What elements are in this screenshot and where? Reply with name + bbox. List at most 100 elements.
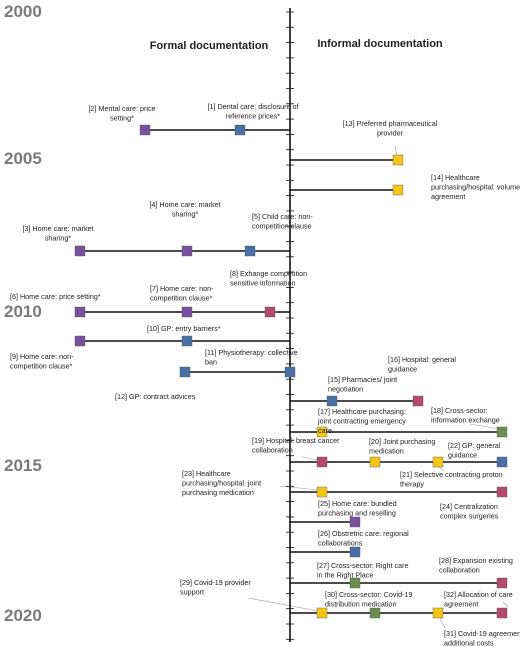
event-label-line: [27] Cross-sector: Right care [317, 561, 408, 570]
event-label-7: [7] Home care: non-competition clause* [150, 284, 214, 303]
event-label-line: guidance [448, 451, 477, 460]
event-label-line: [26] Obstretric care: regional [318, 529, 409, 538]
event-label-10: [10] GP: entry barriers* [147, 324, 221, 333]
event-label-28: [28] Expansion existing collaboration [439, 556, 513, 575]
event-label-line: purchasing/hospital: joint [182, 479, 261, 488]
marker-12 [179, 366, 191, 378]
event-label-line: additional costs [444, 639, 494, 647]
event-label-19: [19] Hospital: breast cancer collaboratio… [252, 436, 340, 455]
marker-5 [244, 245, 256, 257]
event-label-5: [5] Child care: non-competition clause [252, 212, 313, 231]
event-label-1: [1] Dental care: disclosure of reference … [207, 102, 298, 121]
event-label-line: [13] Preferred pharmaceutical [343, 119, 438, 128]
event-label-line: [24] Centralization [440, 502, 498, 511]
event-label-line: collaborations [318, 539, 363, 548]
header-formal: Formal documentation [150, 40, 269, 52]
event-label-line: [2] Mental care: price [88, 104, 155, 113]
event-label-6: [6] Home care: price setting* [10, 292, 101, 301]
event-label-22: [22] GP: general guidance [448, 441, 501, 460]
event-label-15: [15] Pharmacies/ joint negotiation [328, 375, 397, 394]
event-label-3: [3] Home care: market sharing* [22, 224, 93, 243]
event-label-line: [20] Joint purchasing [369, 437, 435, 446]
leader-line [301, 456, 319, 461]
event-label-line: [10] GP: entry barriers* [147, 324, 221, 333]
event-label-line: competition clause* [10, 362, 73, 371]
event-label-line: [15] Pharmacies/ joint [328, 375, 397, 384]
event-label-line: information exchange [431, 416, 500, 425]
event-label-line: negotiation [328, 385, 363, 394]
event-label-line: complex surgeries [440, 512, 499, 521]
event-label-line: [28] Expansion existing [439, 556, 513, 565]
event-label-line: [7] Home care: non- [150, 284, 214, 293]
marker-20 [369, 456, 381, 468]
year-2005: 2005 [4, 149, 42, 168]
marker-23 [316, 486, 328, 498]
event-label-line: [6] Home care: price setting* [10, 292, 101, 301]
event-label-31: [31] Covid-19 agreement additional costs [444, 629, 520, 647]
event-label-line: sensitive information [230, 279, 296, 288]
event-label-line: agreement [444, 600, 478, 609]
event-label-line: [22] GP: general [448, 441, 501, 450]
marker-17 [316, 426, 328, 438]
event-label-line: [4] Home care: market [149, 200, 220, 209]
event-label-line: [16] Hospital: general [388, 355, 456, 364]
event-label-line: competition clause [252, 222, 312, 231]
marker-4 [181, 245, 193, 257]
event-label-26: [26] Obstretric care: regional collaborat… [318, 529, 409, 548]
event-label-line: [25] Home care: bundled [318, 499, 397, 508]
marker-6 [74, 306, 86, 318]
event-label-line: joint contracting emergency [317, 417, 406, 426]
event-label-line: purchasing/hospital: volume [431, 183, 520, 192]
event-label-line: distribution medication [325, 600, 397, 609]
event-label-17: [17] Healthcare purchasing: joint contrac… [317, 407, 406, 435]
event-label-line: purchasing medication [182, 488, 254, 497]
event-label-8: [8] Exhange competition sensitive informa… [230, 269, 307, 288]
marker-18 [496, 426, 508, 438]
event-label-line: [21] Selective contracting proton [400, 470, 503, 479]
event-label-line: [23] Healthcare [182, 469, 231, 478]
event-label-line: [17] Healthcare purchasing: [318, 407, 406, 416]
header-informal: Informal documentation [317, 38, 443, 50]
marker-16 [412, 395, 424, 407]
event-label-line: collaboration [439, 566, 480, 575]
marker-13 [392, 154, 404, 166]
marker-10 [181, 335, 193, 347]
event-label-line: [9] Home care: non- [10, 352, 74, 361]
event-markers [74, 124, 508, 619]
leader-line [279, 485, 319, 491]
event-label-line: [19] Hospital: breast cancer [252, 436, 340, 445]
event-label-line: provider [377, 129, 404, 138]
event-label-30: [30] Cross-sector: Covid-19 distribution … [325, 590, 412, 609]
event-label-line: [1] Dental care: disclosure of [207, 102, 298, 111]
event-label-line: [5] Child care: non- [252, 212, 313, 221]
event-label-24: [24] Centralization complex surgeries [440, 502, 499, 521]
event-label-line: [11] Physiotherapy: collective [205, 348, 298, 357]
marker-31 [432, 607, 444, 619]
leader-line [469, 423, 501, 430]
event-label-line: [8] Exhange competition [230, 269, 307, 278]
event-label-line: [18] Cross-sector: [431, 406, 488, 415]
event-label-23: [23] Healthcare purchasing/hospital: join… [182, 469, 261, 497]
marker-27 [349, 577, 361, 589]
year-2020: 2020 [4, 606, 42, 625]
event-label-2: [2] Mental care: price setting* [88, 104, 155, 123]
event-label-line: [31] Covid-19 agreement [444, 629, 520, 638]
leader-line [439, 617, 446, 629]
event-label-line: reference prices* [226, 112, 281, 121]
event-label-12: [12] GP: contract advices [115, 392, 196, 401]
event-label-4: [4] Home care: market sharing* [149, 200, 220, 219]
event-label-line: [12] GP: contract advices [115, 392, 196, 401]
event-label-line: [14] Healthcare [431, 173, 480, 182]
event-label-line: purchasing and reselling [318, 509, 396, 518]
event-label-11: [11] Physiotherapy: collective ban [205, 348, 298, 367]
event-label-16: [16] Hospital: general guidance [388, 355, 456, 374]
leader-line [247, 597, 319, 612]
marker-11 [284, 366, 296, 378]
event-label-line: [32] Allocation of care [444, 590, 513, 599]
marker-22 [496, 456, 508, 468]
leader-line [502, 601, 509, 608]
event-label-line: setting* [110, 114, 134, 123]
marker-24 [496, 486, 508, 498]
marker-21 [432, 456, 444, 468]
marker-25 [349, 516, 361, 528]
